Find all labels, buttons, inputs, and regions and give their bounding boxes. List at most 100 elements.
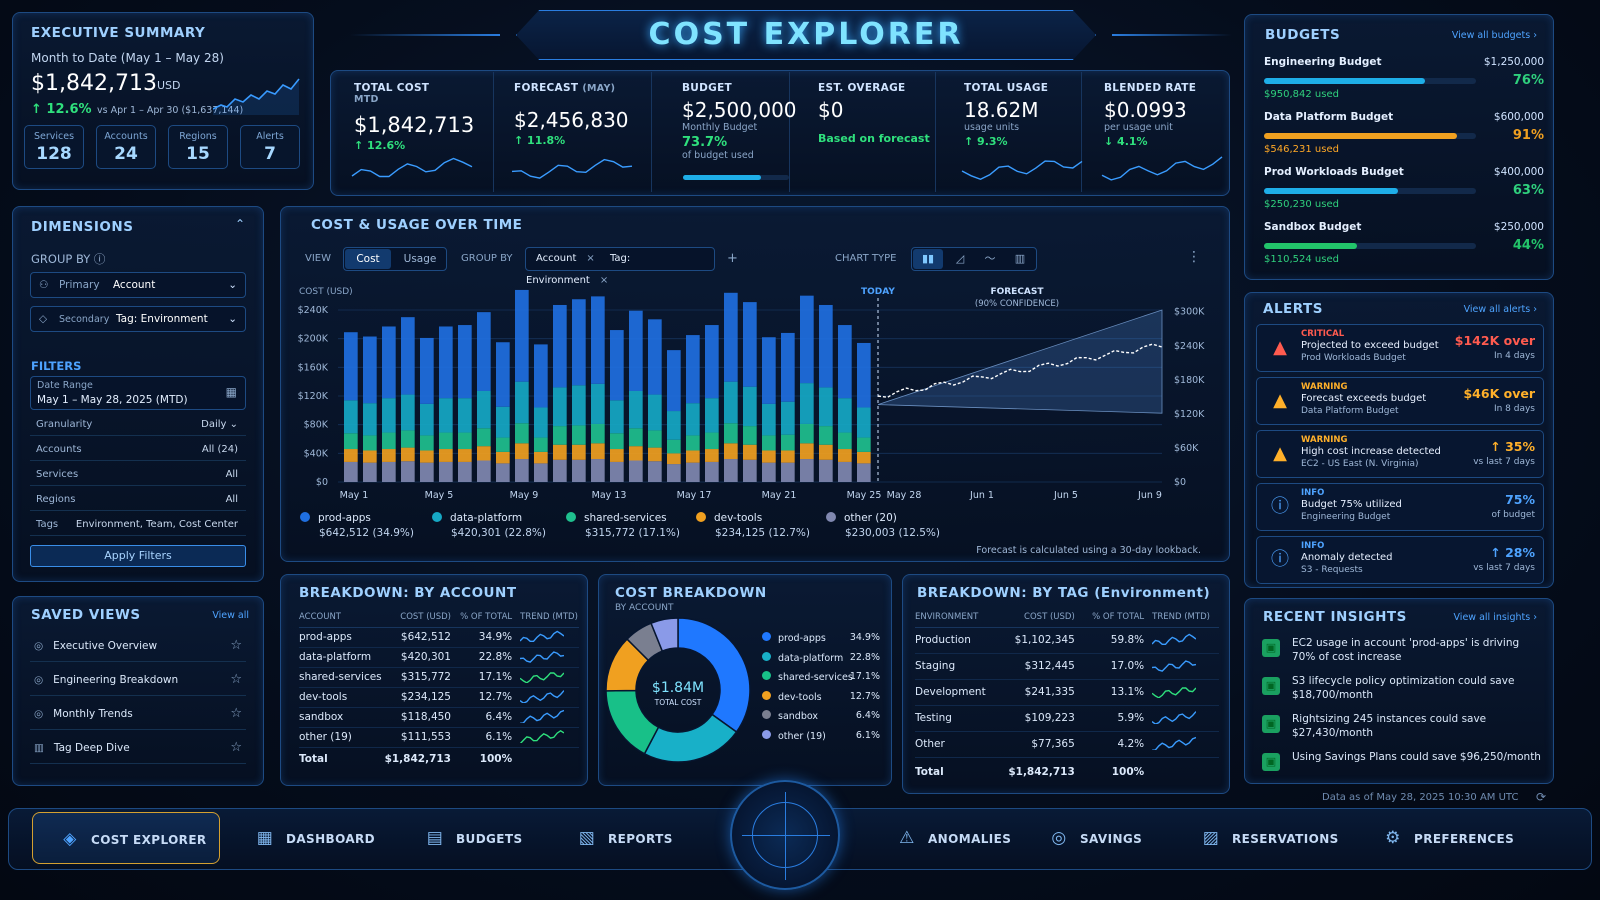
- nav-anomalies[interactable]: ⚠ ANOMALIES: [892, 812, 1011, 864]
- insight-item[interactable]: ▣ S3 lifecycle policy optimization could …: [1262, 674, 1542, 710]
- add-group-icon[interactable]: +: [727, 251, 738, 266]
- stacked-chart-icon[interactable]: ▥: [1014, 252, 1026, 265]
- legend-item[interactable]: other (20) $230,003 (12.5%): [826, 512, 956, 539]
- table-row[interactable]: dev-tools $234,125 12.7%: [299, 687, 579, 708]
- bar-segment: [724, 459, 738, 482]
- stat-services[interactable]: Services 128: [24, 125, 84, 169]
- primary-select[interactable]: ⚇ Primary Account ⌄: [30, 272, 246, 298]
- nav-budgets[interactable]: ▤ BUDGETS: [420, 812, 523, 864]
- saved-view-item[interactable]: ◎ Engineering Breakdown ☆: [30, 664, 246, 696]
- donut-legend-item[interactable]: dev-tools 12.7%: [762, 690, 880, 703]
- legend-item[interactable]: shared-services $315,772 (17.1%): [566, 512, 696, 539]
- view-usage-button[interactable]: Usage: [403, 253, 437, 265]
- stat-alerts[interactable]: Alerts 7: [240, 125, 300, 169]
- budget-item[interactable]: Prod Workloads Budget $400,000 63% $250,230…: [1264, 166, 1544, 216]
- alert-item[interactable]: ▲ WARNING Forecast exceeds budget Data Plat…: [1256, 377, 1544, 425]
- kpi-card[interactable]: TOTAL COST MTD $1,842,713 ↑ 12.6%: [342, 72, 494, 192]
- secondary-select[interactable]: ◇ Secondary Tag: Environment ⌄: [30, 306, 246, 332]
- table-row[interactable]: Production $1,102,345 59.8%: [915, 627, 1219, 654]
- filter-row[interactable]: Regions All: [30, 489, 246, 511]
- refresh-icon[interactable]: ⟳: [1536, 790, 1547, 804]
- insight-item[interactable]: ▣ EC2 usage in account 'prod-apps' is dri…: [1262, 636, 1542, 672]
- nav-dashboard[interactable]: ▦ DASHBOARD: [250, 812, 375, 864]
- view-all-insights-link[interactable]: View all insights ›: [1453, 612, 1537, 623]
- table-row[interactable]: prod-apps $642,512 34.9%: [299, 627, 579, 648]
- view-cost-button[interactable]: Cost: [345, 249, 391, 269]
- kpi-card[interactable]: TOTAL USAGE 18.62M usage units ↑ 9.3%: [952, 72, 1082, 192]
- trend-cell: [1152, 757, 1219, 787]
- more-options-icon[interactable]: ⋮: [1187, 249, 1201, 265]
- line-chart-icon[interactable]: 〜: [984, 252, 996, 265]
- star-icon[interactable]: ☆: [230, 706, 242, 721]
- donut-slice[interactable]: [677, 617, 751, 734]
- area-chart-icon[interactable]: ◿: [955, 252, 965, 265]
- budget-item[interactable]: Sandbox Budget $250,000 44% $110,524 used: [1264, 221, 1544, 271]
- cost-chart[interactable]: $0 $40K $80K $120K $160K $200K $240K $0 $60K $120…: [280, 206, 1230, 562]
- nav-reports[interactable]: ▧ REPORTS: [572, 812, 673, 864]
- table-row[interactable]: sandbox $118,450 6.4%: [299, 707, 579, 728]
- star-icon[interactable]: ☆: [230, 672, 242, 687]
- filter-row[interactable]: Tags Environment, Team, Cost Center: [30, 514, 246, 536]
- apply-filters-button[interactable]: Apply Filters: [30, 545, 246, 567]
- bar-chart-icon[interactable]: ▮▮: [913, 249, 943, 269]
- legend-item[interactable]: prod-apps $642,512 (34.9%): [300, 512, 430, 539]
- legend-item[interactable]: data-platform $420,301 (22.8%): [432, 512, 562, 539]
- filter-row[interactable]: Services All: [30, 464, 246, 486]
- donut-legend-item[interactable]: prod-apps 34.9%: [762, 632, 880, 644]
- nav-reservations[interactable]: ▨ RESERVATIONS: [1196, 812, 1339, 864]
- star-icon[interactable]: ☆: [230, 638, 242, 653]
- budget-item[interactable]: Data Platform Budget $600,000 91% $546,231 …: [1264, 111, 1544, 161]
- kpi-card[interactable]: EST. OVERAGE $0 Based on forecast: [806, 72, 936, 192]
- saved-view-item[interactable]: ◎ Executive Overview ☆: [30, 630, 246, 662]
- table-row[interactable]: Testing $109,223 5.9%: [915, 705, 1219, 732]
- donut-slice[interactable]: [650, 617, 679, 653]
- table-row[interactable]: Development $241,335 13.1%: [915, 679, 1219, 706]
- kpi-sub: MTD: [354, 94, 379, 105]
- date-range-field[interactable]: Date Range May 1 – May 28, 2025 (MTD) ▦: [30, 376, 246, 410]
- alert-item[interactable]: ⓘ INFO Budget 75% utilized Engineering Budg…: [1256, 483, 1544, 531]
- filter-row[interactable]: Accounts All (24): [30, 439, 246, 461]
- table-row[interactable]: shared-services $315,772 17.1%: [299, 667, 579, 688]
- donut-legend-item[interactable]: sandbox 6.4%: [762, 710, 880, 722]
- filter-value: Environment, Team, Cost Center: [75, 519, 238, 530]
- stat-regions[interactable]: Regions 15: [168, 125, 228, 169]
- donut-legend-item[interactable]: data-platform 22.8%: [762, 651, 880, 664]
- saved-view-item[interactable]: ▥ Tag Deep Dive ☆: [30, 732, 246, 764]
- alert-item[interactable]: ▲ CRITICAL Projected to exceed budget Prod …: [1256, 324, 1544, 372]
- bar-segment: [686, 335, 700, 404]
- donut-legend-item[interactable]: shared-services 17.1%: [762, 671, 880, 683]
- saved-view-item[interactable]: ◎ Monthly Trends ☆: [30, 698, 246, 730]
- nav-cost-explorer[interactable]: ◈ COST EXPLORER: [32, 812, 220, 864]
- legend-item[interactable]: dev-tools $234,125 (12.7%): [696, 512, 826, 539]
- nav-preferences[interactable]: ⚙ PREFERENCES: [1378, 812, 1514, 864]
- chip-remove-icon[interactable]: ×: [586, 253, 595, 264]
- star-icon[interactable]: ☆: [230, 740, 242, 755]
- budget-item[interactable]: Engineering Budget $1,250,000 76% $950,842 …: [1264, 56, 1544, 106]
- table-row[interactable]: data-platform $420,301 22.8%: [299, 647, 579, 668]
- kpi-card[interactable]: BLENDED RATE $0.0993 per usage unit ↓ 4.1%: [1092, 72, 1222, 192]
- y2-tick-label: $240K: [1174, 341, 1205, 352]
- stat-accounts[interactable]: Accounts 24: [96, 125, 156, 169]
- insight-item[interactable]: ▣ Rightsizing 245 instances could save $2…: [1262, 712, 1542, 748]
- filter-row[interactable]: Granularity Daily ⌄: [30, 414, 246, 436]
- table-row[interactable]: Staging $312,445 17.0%: [915, 653, 1219, 680]
- donut-chart[interactable]: $1.84M TOTAL COST: [598, 574, 892, 786]
- donut-slice[interactable]: [643, 713, 738, 763]
- view-all-budgets-link[interactable]: View all budgets ›: [1451, 30, 1537, 41]
- saved-view-all-link[interactable]: View all: [212, 610, 249, 621]
- donut-legend-item[interactable]: other (19) 6.1%: [762, 729, 880, 742]
- table-row[interactable]: Other $77,365 4.2%: [915, 731, 1219, 758]
- nav-savings[interactable]: ◎ SAVINGS: [1044, 812, 1142, 864]
- insight-item[interactable]: ▣ Using Savings Plans could save $96,250/…: [1262, 750, 1542, 786]
- table-row[interactable]: other (19) $111,553 6.1%: [299, 727, 579, 748]
- kpi-card[interactable]: FORECAST (MAY) $2,456,830 ↑ 11.8%: [502, 72, 652, 192]
- chip-remove-icon[interactable]: ×: [599, 275, 609, 286]
- view-all-alerts-link[interactable]: View all alerts ›: [1463, 304, 1537, 315]
- alert-item[interactable]: ▲ WARNING High cost increase detected EC2 -…: [1256, 430, 1544, 478]
- collapse-chevron-icon[interactable]: ⌃: [234, 217, 245, 231]
- alert-item[interactable]: ⓘ INFO Anomaly detected S3 - Requests ↑ 28% v…: [1256, 536, 1544, 584]
- kpi-card[interactable]: BUDGET $2,500,000 Monthly Budget 73.7% of bu…: [670, 72, 797, 192]
- donut-center-sub: TOTAL COST: [654, 698, 702, 707]
- info-icon[interactable]: ⓘ: [93, 252, 106, 266]
- table-header-row: ACCOUNT COST (USD)% OF TOTAL TREND (MTD): [299, 607, 579, 628]
